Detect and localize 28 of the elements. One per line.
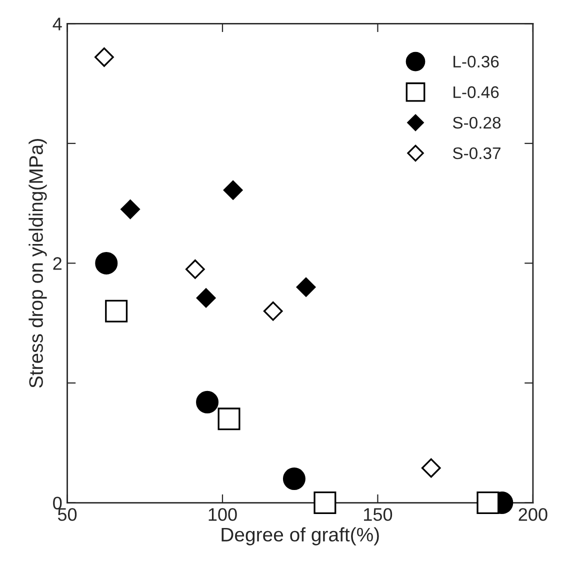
point: [105, 300, 128, 322]
point: [196, 390, 219, 414]
point: [223, 180, 243, 200]
point: [282, 468, 306, 490]
point: [185, 260, 205, 279]
point: [218, 408, 240, 430]
point: [196, 288, 216, 308]
legend-label: S-0.28: [452, 116, 501, 129]
point: [476, 492, 500, 514]
point: [263, 301, 283, 321]
legend-label: L-0.36: [454, 56, 499, 68]
x-tick-label: 100: [208, 508, 237, 521]
legend-label: L-0.46: [454, 86, 499, 98]
y-axis-title: Stress drop on yielding(MPa): [28, 139, 47, 388]
point: [95, 252, 118, 274]
point: [314, 492, 336, 514]
point: [296, 277, 316, 297]
y-tick-label: 4: [52, 18, 62, 30]
point: [94, 48, 114, 67]
y-tick-label: 2: [53, 257, 62, 270]
x-tick-label: 200: [518, 508, 548, 521]
point: [421, 458, 441, 478]
x-tick-label: 50: [58, 508, 77, 521]
x-axis-title: Degree of graft(%): [222, 527, 379, 546]
y-tick-label: 0: [53, 496, 62, 510]
x-tick-label: 150: [364, 508, 392, 521]
legend-label: S-0.37: [452, 147, 500, 160]
point: [120, 200, 140, 219]
